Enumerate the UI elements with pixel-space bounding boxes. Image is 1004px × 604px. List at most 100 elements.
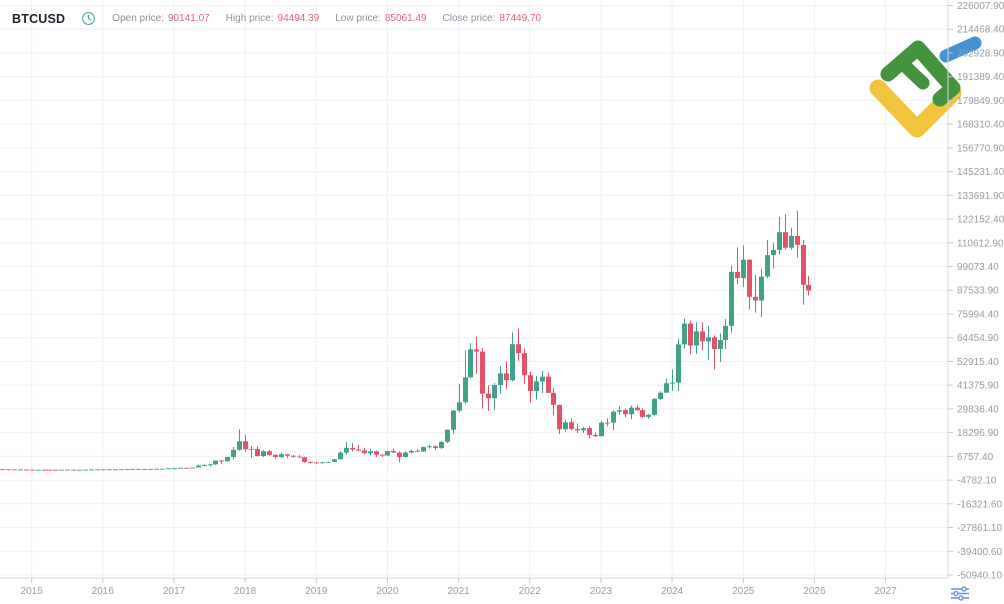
price-axis-label: -39400.60 bbox=[957, 547, 1002, 558]
candle bbox=[291, 455, 296, 457]
price-axis-label: 122152.40 bbox=[957, 215, 1004, 226]
candle bbox=[0, 469, 5, 471]
high-price-label: High price: bbox=[225, 13, 274, 24]
candle bbox=[694, 331, 699, 346]
candle bbox=[148, 468, 153, 470]
chart-settings-icon[interactable] bbox=[951, 586, 969, 601]
clock-icon[interactable] bbox=[81, 11, 96, 26]
candle bbox=[184, 467, 189, 469]
candle bbox=[231, 449, 236, 457]
candle bbox=[658, 392, 663, 399]
candle bbox=[635, 407, 640, 411]
candle bbox=[640, 410, 645, 417]
candle bbox=[617, 410, 622, 412]
candle bbox=[546, 376, 551, 393]
price-axis-label: 18296.90 bbox=[957, 428, 999, 439]
candle bbox=[24, 469, 29, 471]
candle bbox=[225, 456, 230, 462]
close-price-label: Close price: bbox=[442, 13, 496, 24]
candle bbox=[670, 382, 675, 384]
low-price-label: Low price: bbox=[335, 13, 381, 24]
open-price-label: Open price: bbox=[112, 13, 164, 24]
candle bbox=[468, 349, 473, 378]
candle bbox=[451, 410, 456, 430]
candle bbox=[119, 469, 124, 471]
candle bbox=[540, 376, 545, 382]
candle bbox=[18, 469, 23, 471]
candle bbox=[178, 467, 183, 469]
candle bbox=[433, 446, 438, 449]
candle bbox=[362, 450, 367, 454]
close-price-field: Close price: 87449.70 bbox=[443, 13, 542, 24]
candle bbox=[89, 469, 94, 471]
candle bbox=[95, 469, 100, 471]
time-axis[interactable] bbox=[0, 578, 948, 600]
candle bbox=[735, 271, 740, 279]
candle bbox=[350, 448, 355, 450]
candle bbox=[273, 454, 278, 458]
high-price-field: High price: 94494.39 bbox=[226, 13, 320, 24]
candle bbox=[415, 450, 420, 452]
logo-green-bar bbox=[896, 57, 930, 90]
price-axis[interactable] bbox=[948, 0, 1004, 578]
candle bbox=[113, 469, 118, 471]
candle bbox=[380, 454, 385, 456]
candle bbox=[765, 255, 770, 277]
ohlc-header: BTCUSD Open price: 90141.07 High price: … bbox=[12, 11, 541, 26]
price-axis-label: 145231.40 bbox=[957, 167, 1004, 178]
candle bbox=[6, 469, 11, 471]
candle bbox=[682, 323, 687, 345]
candle bbox=[498, 373, 503, 385]
price-axis-label: 52915.40 bbox=[957, 357, 999, 368]
candle bbox=[723, 325, 728, 341]
candles-layer bbox=[0, 210, 811, 471]
price-axis-label: 168310.40 bbox=[957, 120, 1004, 131]
candle bbox=[522, 353, 527, 376]
candle bbox=[427, 446, 432, 448]
candle bbox=[107, 469, 112, 471]
candle bbox=[587, 428, 592, 435]
candle bbox=[783, 232, 788, 248]
candle bbox=[101, 469, 106, 471]
candle bbox=[202, 465, 207, 467]
candle bbox=[646, 414, 651, 417]
price-axis-label: 214468.40 bbox=[957, 25, 1004, 36]
candle bbox=[421, 446, 426, 452]
candle bbox=[789, 235, 794, 248]
candle bbox=[71, 469, 76, 471]
candle bbox=[474, 349, 479, 352]
price-axis-label: 179849.90 bbox=[957, 96, 1004, 107]
open-price-field: Open price: 90141.07 bbox=[112, 13, 209, 24]
candle bbox=[36, 469, 41, 471]
candle bbox=[297, 456, 302, 458]
candle bbox=[409, 450, 414, 453]
candle bbox=[255, 448, 260, 456]
candle bbox=[480, 351, 485, 394]
price-axis-label: 202928.90 bbox=[957, 48, 1004, 59]
candle bbox=[806, 284, 811, 291]
candle bbox=[563, 422, 568, 430]
candle bbox=[314, 462, 319, 464]
candle bbox=[795, 235, 800, 245]
candle bbox=[160, 468, 165, 470]
candle bbox=[243, 441, 248, 450]
candle bbox=[219, 460, 224, 462]
time-axis-label: 2016 bbox=[92, 586, 115, 597]
price-axis-label: 64454.90 bbox=[957, 333, 999, 344]
candle bbox=[463, 377, 468, 403]
candle bbox=[712, 337, 717, 349]
candle bbox=[53, 469, 58, 471]
candle bbox=[492, 384, 497, 399]
candle bbox=[629, 407, 634, 415]
candle bbox=[65, 469, 70, 471]
candle bbox=[557, 404, 562, 430]
candle bbox=[42, 469, 47, 471]
price-axis-label: 6757.40 bbox=[957, 452, 994, 463]
candle bbox=[368, 451, 373, 454]
candle bbox=[344, 448, 349, 453]
time-axis-label: 2026 bbox=[803, 586, 826, 597]
candle bbox=[581, 428, 586, 431]
candle bbox=[261, 451, 266, 456]
candle bbox=[605, 422, 610, 424]
